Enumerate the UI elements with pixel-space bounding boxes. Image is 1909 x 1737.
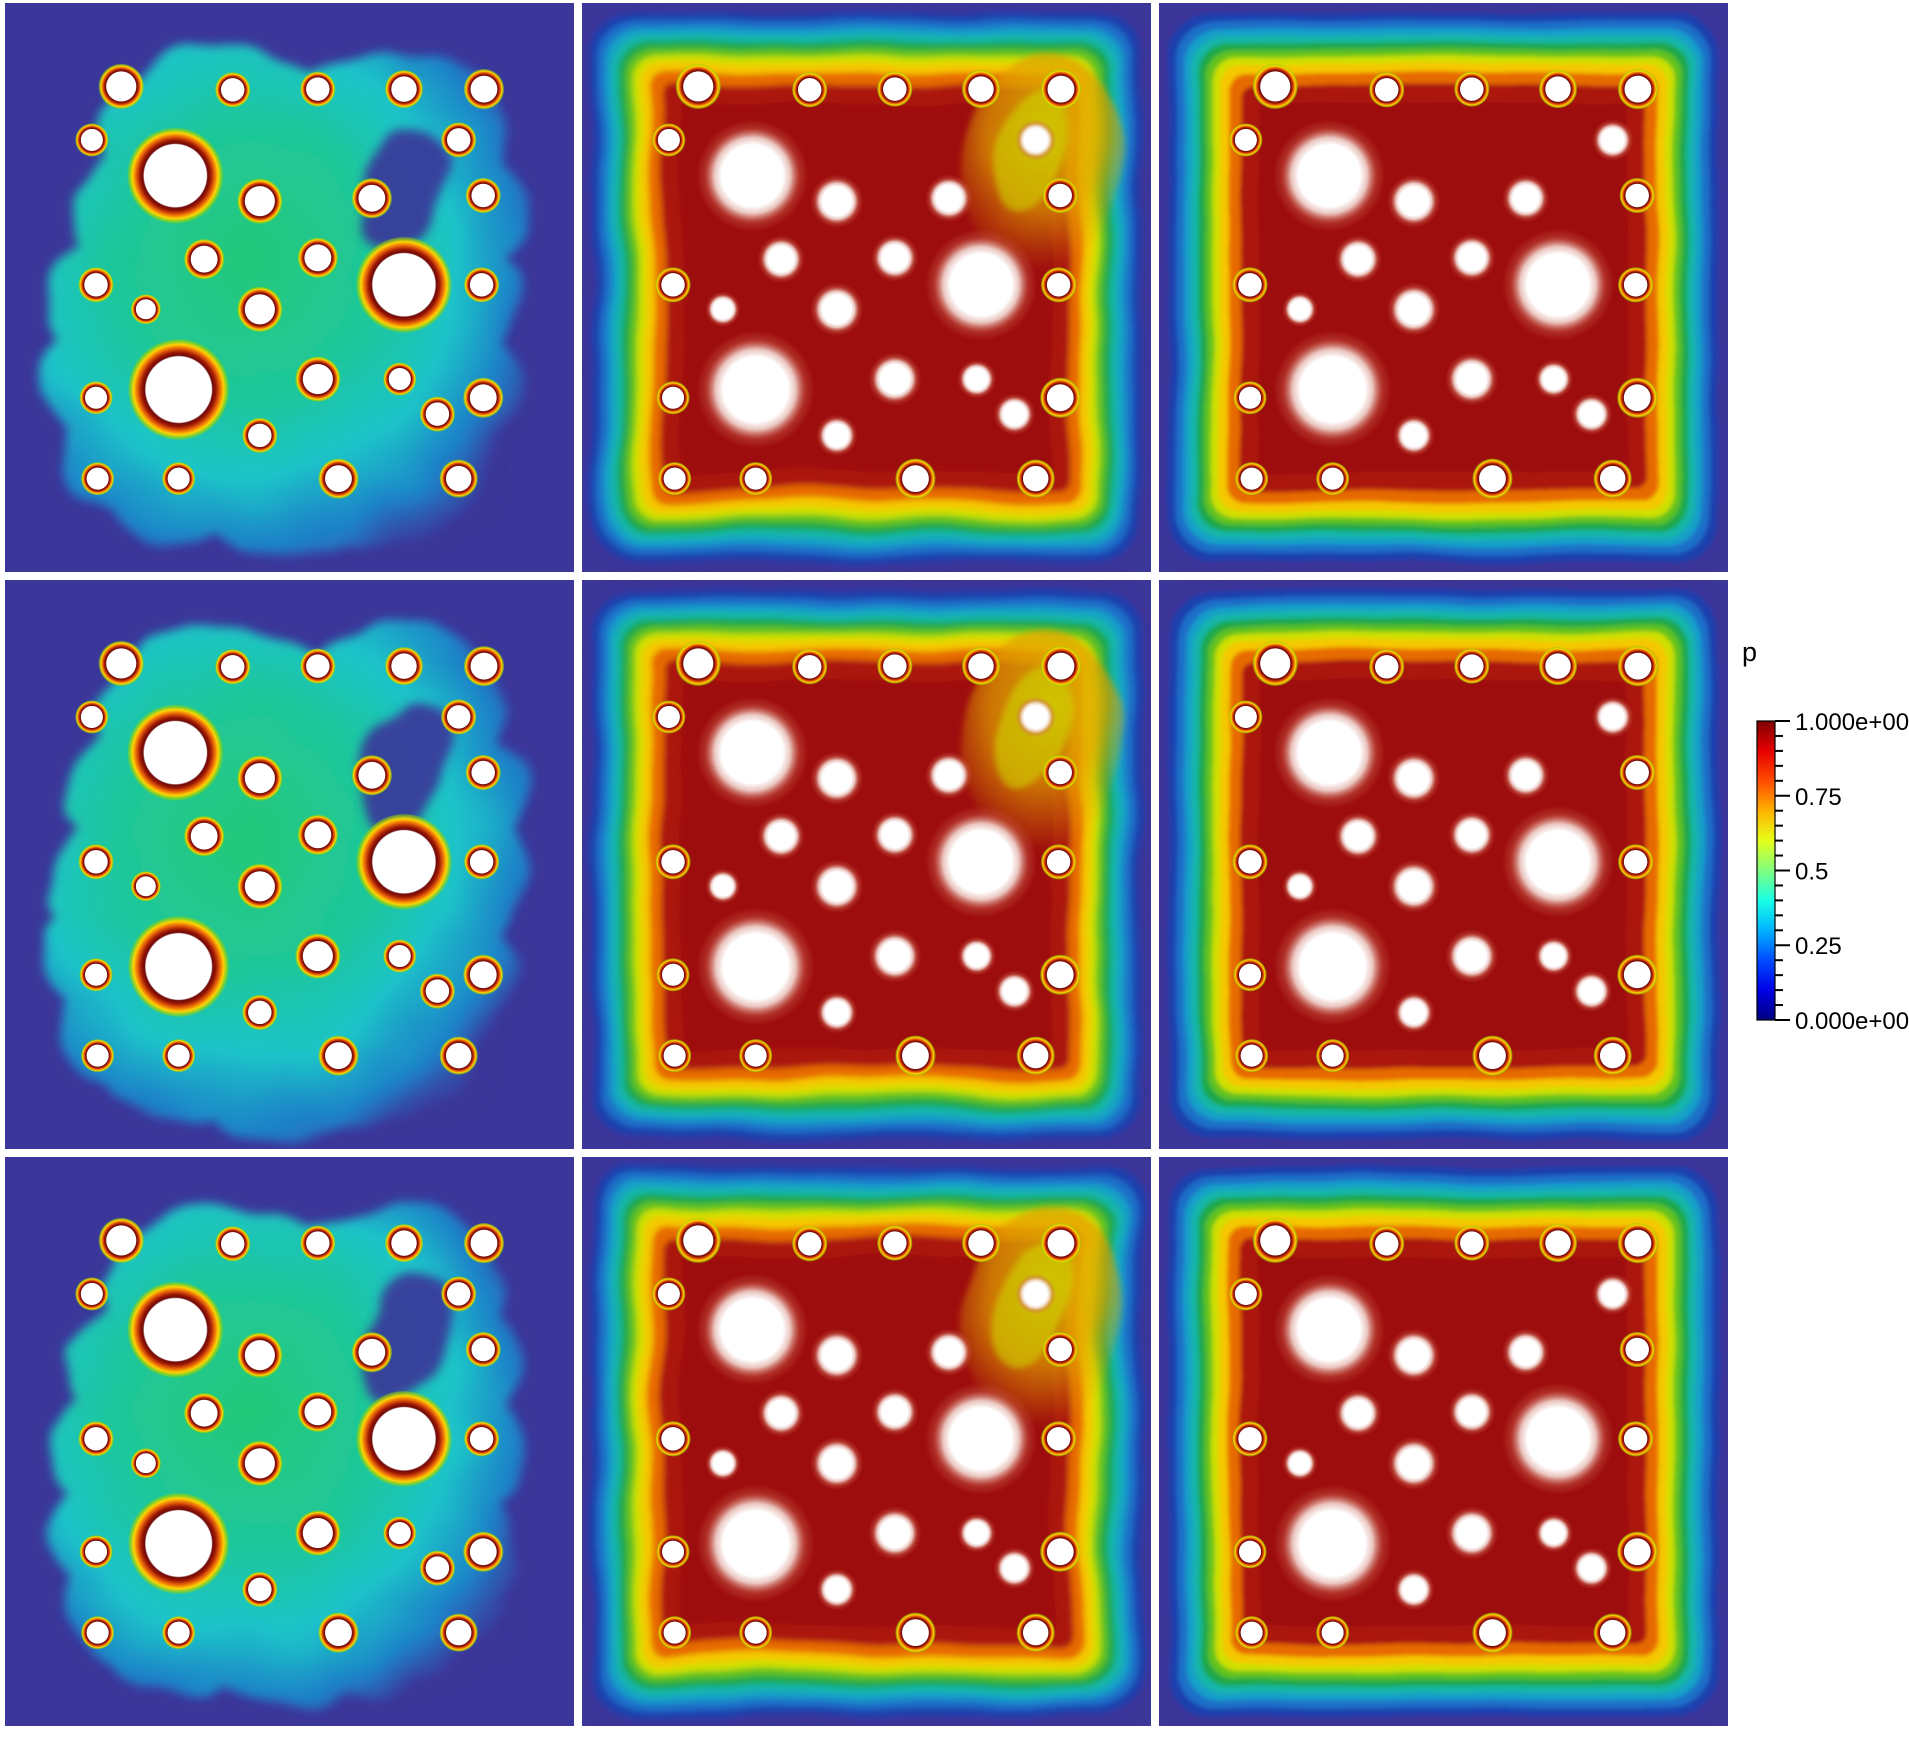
svg-text:0.25: 0.25 [1795, 933, 1842, 960]
svg-text:1.000e+00: 1.000e+00 [1795, 709, 1909, 736]
svg-text:0.000e+00: 0.000e+00 [1795, 1008, 1909, 1035]
svg-text:0.75: 0.75 [1795, 784, 1842, 811]
svg-text:0.5: 0.5 [1795, 859, 1828, 886]
svg-text:p: p [1742, 637, 1757, 667]
